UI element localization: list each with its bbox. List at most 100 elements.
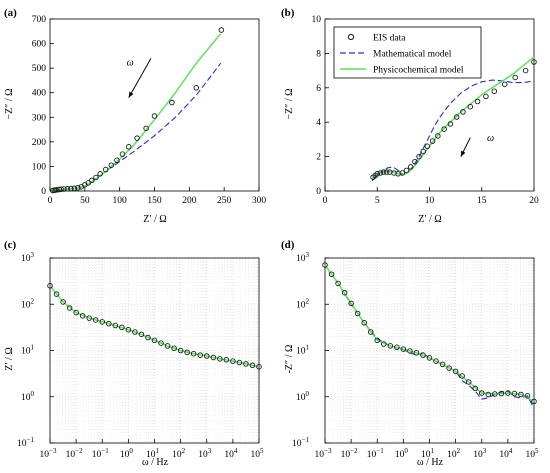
legend-mathematical-label: Mathematical model [373,50,452,60]
y-tick-label: 103 [21,251,35,264]
data-point [459,373,465,379]
data-point [465,379,472,385]
x-tick-label: 0 [323,196,328,206]
data-point [210,354,217,361]
series-line-mathematical [49,62,222,192]
y-tick-label: 0 [41,187,46,197]
data-point [474,98,481,105]
x-tick-label: 103 [473,447,487,460]
data-point [453,114,460,120]
data-point [106,320,112,327]
data-point [518,391,524,398]
y-tick-label: 400 [32,89,47,99]
data-point [64,186,71,192]
data-point [47,283,53,289]
data-point [479,390,485,396]
x-tick-label: 10−3 [315,447,332,460]
ylabel-b: −Z″ / Ω [284,88,295,119]
data-point [89,177,95,184]
data-point [505,390,511,396]
data-point [399,170,406,176]
xlabel-c: ω / Hz [142,457,169,468]
arrow-head-icon [460,150,466,157]
panel-label-a: (a) [4,7,17,19]
data-point [86,315,92,321]
data-point [531,398,537,405]
data-point [460,109,466,115]
data-point [97,171,103,177]
x-tick-label: 100 [395,447,409,460]
data-point [407,348,413,354]
data-point [377,170,384,176]
x-tick-label: 150 [147,196,162,206]
data-point [99,319,105,325]
data-point [380,169,387,175]
y-tick-label: 100 [21,390,35,403]
legend-eis-marker-icon [347,33,355,41]
data-point [452,368,459,375]
omega-annotation: ω [127,58,134,69]
panel-label-c: (c) [4,239,17,251]
data-point [354,310,361,317]
ylabel-d: -Z″ / Ω [284,345,295,374]
data-point [429,138,436,144]
data-point [151,337,158,344]
x-tick-label: 100 [113,196,128,206]
x-tick-label: 104 [224,447,238,460]
data-point [412,159,418,165]
data-point [348,300,354,307]
data-point [68,185,74,192]
data-point [138,331,145,338]
y-tick-label: 200 [32,138,47,148]
x-tick-label: 104 [499,447,513,460]
x-tick-label: 15 [477,196,487,206]
data-point [439,361,446,368]
y-tick-label: 10 [312,15,322,25]
data-point [413,350,420,356]
data-point [424,143,431,150]
data-point [151,113,158,119]
panel-label-d: (d) [281,239,295,251]
data-point [143,125,149,132]
y-tick-label: 600 [32,40,47,50]
data-point [190,350,197,357]
ylabel-a: −Z″ / Ω [4,88,15,119]
x-tick-label: 10−1 [92,447,109,460]
x-tick-label: 10−3 [40,447,57,460]
data-point [230,358,236,364]
x-tick-label: 300 [252,196,267,206]
panel-label-b: (b) [281,7,295,19]
data-point [193,85,200,91]
x-tick-label: 0 [48,196,53,206]
data-point [125,144,132,150]
y-tick-label: 100 [296,390,310,403]
data-point [58,186,64,193]
data-point [158,340,164,346]
legend: EIS data Mathematical model Physicochemi… [333,26,482,79]
data-point [374,171,381,177]
data-point [394,344,400,351]
data-point [125,326,132,333]
data-point [60,299,66,305]
legend-physicochemical-label: Physicochemical model [373,66,464,76]
data-point [169,99,175,106]
y-tick-label: 700 [32,15,47,25]
legend-eis-label: EIS data [373,34,406,44]
x-tick-label: 5 [375,196,380,206]
data-point [108,162,115,168]
y-tick-label: 101 [296,344,310,357]
x-tick-label: 10−1 [367,447,384,460]
data-point [256,363,262,370]
data-point [249,362,256,369]
data-point [435,133,441,139]
y-tick-label: 102 [296,297,310,310]
x-tick-label: 10−2 [66,447,83,460]
data-point [112,322,119,329]
x-tick-label: 50 [80,196,90,206]
data-point [132,329,138,335]
data-point [134,135,140,141]
data-point [322,262,328,268]
data-point [93,174,99,181]
data-point [416,153,422,160]
data-point [236,359,243,366]
